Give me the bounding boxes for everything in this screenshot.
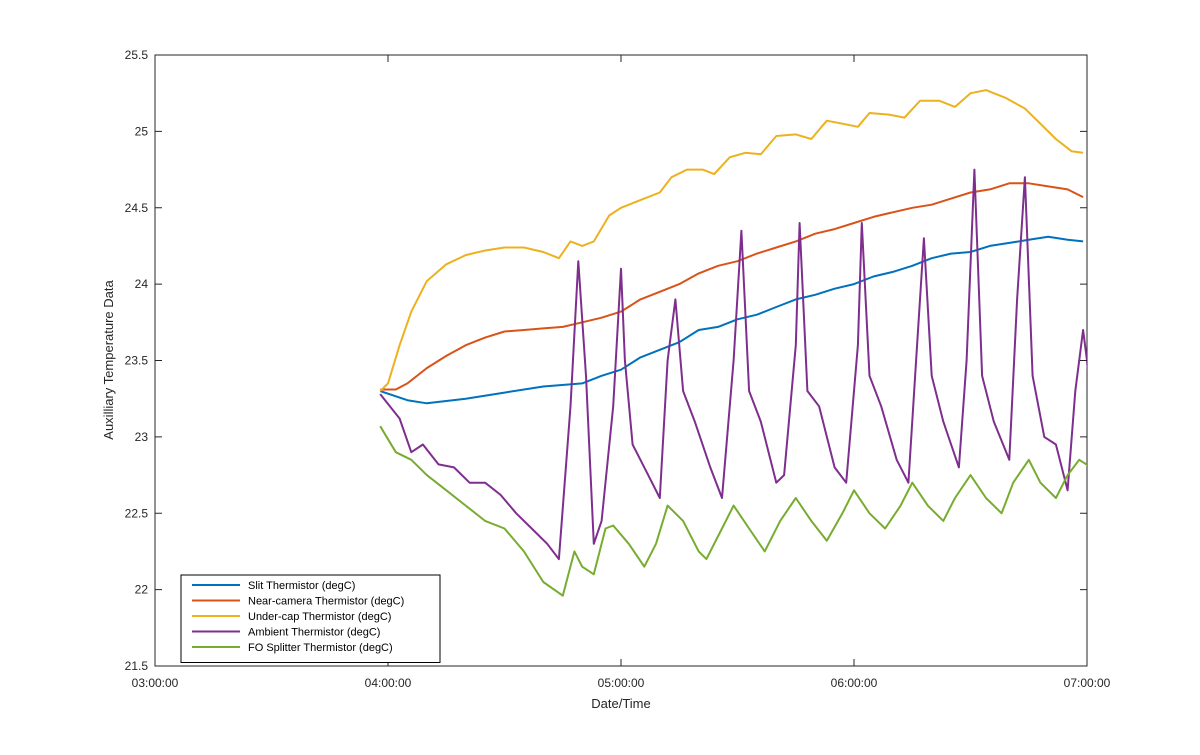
axes-layer: 03:00:00 04:00:00 05:00:00 06:00:00 07:00:00… (125, 48, 1111, 690)
x-tick-label: 06:00:00 (831, 676, 878, 690)
series-line-2 (380, 182, 1084, 391)
y-axis-label: Auxilliary Temperature Data (101, 280, 116, 440)
x-tick-label: 07:00:00 (1064, 676, 1111, 690)
plot-area (154, 54, 1088, 667)
series-line-1 (379, 235, 1084, 405)
y-tick-label: 22.5 (125, 506, 149, 520)
series-line-3 (379, 89, 1084, 392)
legend-label: Under-cap Thermistor (degC) (248, 611, 391, 623)
series-layer (379, 89, 1087, 597)
y-tick-label: 21.5 (125, 659, 149, 673)
y-tick-label: 24 (135, 277, 149, 291)
x-tick-label: 04:00:00 (365, 676, 412, 690)
series-line-5 (379, 425, 1087, 597)
y-tick-label: 24.5 (125, 201, 149, 215)
legend-label: FO Splitter Thermistor (degC) (248, 642, 393, 654)
legend: Slit Thermistor (degC) Near-camera Thermi… (180, 574, 441, 663)
series-line-4 (379, 168, 1087, 561)
legend-label: Near-camera Thermistor (degC) (248, 596, 404, 608)
y-tick-label: 23 (135, 430, 149, 444)
y-tick-label: 22 (135, 583, 149, 597)
x-tick-label: 03:00:00 (132, 676, 179, 690)
legend-label: Slit Thermistor (degC) (248, 580, 355, 592)
y-tick-label: 23.5 (125, 354, 149, 368)
x-axis-label: Date/Time (591, 696, 650, 711)
x-tick-label: 05:00:00 (598, 676, 645, 690)
legend-label: Ambient Thermistor (degC) (248, 627, 380, 639)
y-tick-label: 25 (135, 124, 149, 138)
y-tick-label: 25.5 (125, 48, 149, 62)
